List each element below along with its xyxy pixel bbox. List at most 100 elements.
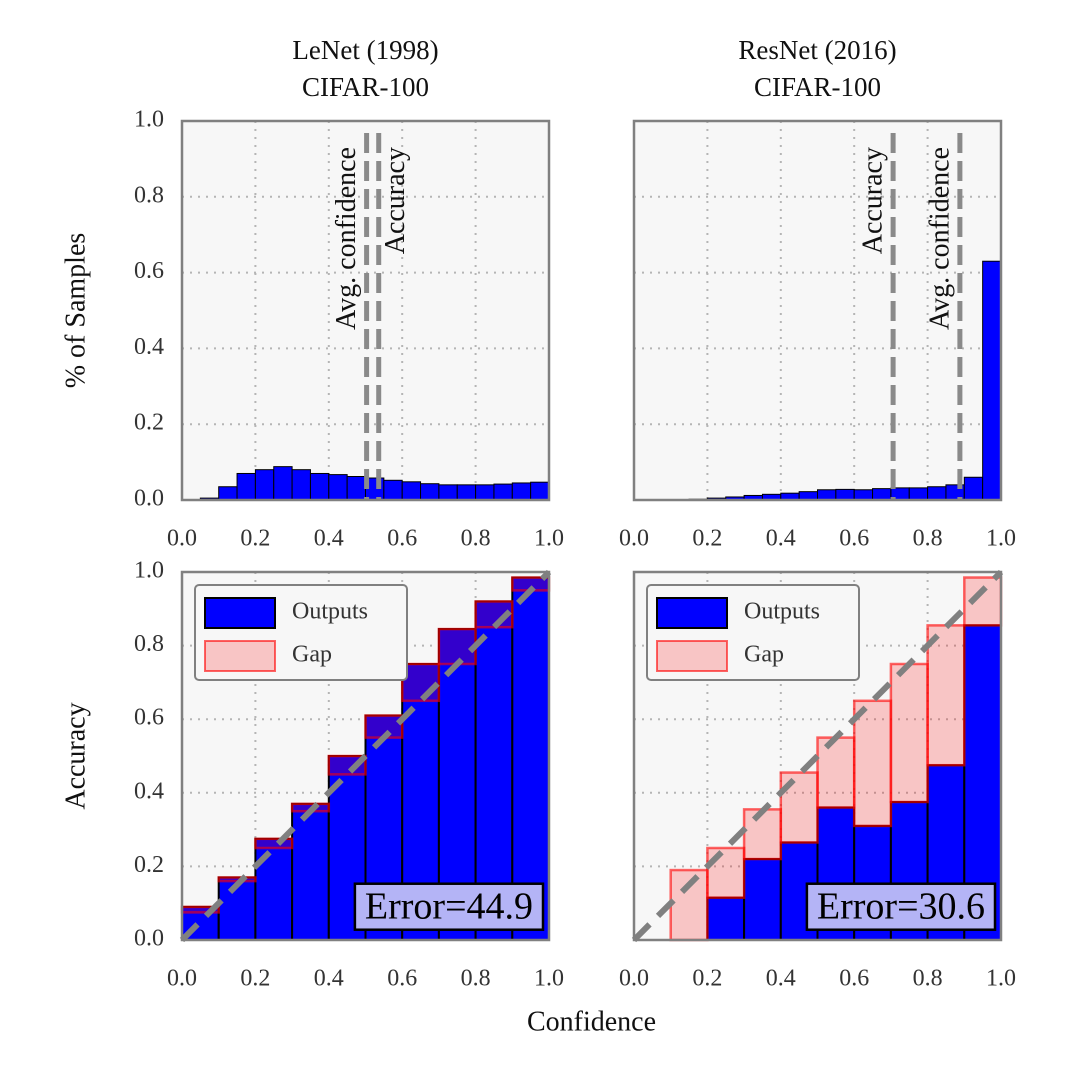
bar (254, 469, 275, 501)
y-tick-label: 0.8 (134, 631, 164, 657)
y-tick-label: 0.4 (134, 778, 164, 804)
bar (743, 858, 782, 941)
bar (438, 484, 458, 501)
legend-swatch (204, 640, 276, 672)
legend-swatch (656, 640, 728, 672)
x-tick-label: 0.8 (461, 526, 491, 552)
bar (475, 484, 495, 501)
x-tick-label: 0.2 (692, 966, 722, 992)
y-tick-label: 0.6 (134, 705, 164, 731)
gap-bar (926, 624, 966, 767)
x-tick-label: 0.6 (839, 966, 869, 992)
x-tick-label: 0.0 (619, 526, 649, 552)
bar (328, 474, 348, 501)
legend: Outputs Gap (646, 584, 860, 681)
x-tick-label: 0.2 (240, 966, 270, 992)
panel: 0.0 0.2 0.4 0.6 0.8 1.0 0.0 0.2 0.4 0.6 0.8 1.0 Avg.… (60, 35, 564, 551)
bar (236, 472, 256, 501)
plot-frame (180, 119, 551, 502)
legend-swatch (204, 597, 276, 629)
bar (383, 479, 403, 501)
y-axis-label: Accuracy (60, 702, 91, 809)
plot-frame (632, 570, 1003, 942)
x-tick-label: 0.6 (387, 526, 417, 552)
y-tick-label: 0.4 (134, 334, 164, 360)
y-axis-label: % of Samples (60, 233, 91, 389)
legend-swatch (656, 597, 728, 629)
chart-subtitle: CIFAR-100 (754, 72, 881, 102)
annotation-box (805, 882, 997, 931)
x-tick-label: 1.0 (986, 966, 1016, 992)
bar (835, 488, 855, 501)
bar (309, 472, 330, 501)
bar (908, 487, 929, 501)
panel: 0.0 0.2 0.4 0.6 0.8 1.0 Accuracy Avg. confidenc… (619, 35, 1016, 551)
bar (254, 837, 294, 941)
x-axis-label: Confidence (527, 1006, 656, 1037)
panel: 0.0 0.2 0.4 0.6 0.8 1.0 Outputs Gap Error=30.6 (619, 569, 1016, 992)
bar (706, 896, 746, 941)
chart-title: ResNet (2016) (738, 35, 896, 65)
bar (511, 482, 532, 501)
x-tick-label: 0.0 (167, 966, 197, 992)
gap-bar (706, 846, 746, 899)
x-tick-label: 1.0 (534, 526, 564, 552)
reference-label: Avg. confidence (924, 147, 955, 330)
bar (798, 491, 819, 501)
y-tick-label: 1.0 (134, 558, 164, 584)
bar (872, 488, 892, 501)
x-tick-label: 0.8 (461, 966, 491, 992)
y-tick-label: 1.0 (134, 107, 164, 133)
y-tick-label: 0.2 (134, 852, 164, 878)
gap-bar (963, 576, 1003, 627)
x-tick-label: 0.4 (766, 526, 796, 552)
x-tick-label: 0.8 (913, 966, 943, 992)
x-tick-label: 0.2 (240, 526, 270, 552)
gap-bar (437, 627, 477, 666)
reference-label: Accuracy (858, 147, 889, 254)
plot-frame (632, 119, 1003, 502)
bar (982, 260, 1002, 501)
bar (456, 484, 477, 501)
bar (530, 481, 550, 501)
gap-bar (400, 662, 441, 703)
reference-line (631, 569, 1004, 943)
reference-label: Avg. confidence (331, 147, 362, 330)
bar (291, 469, 311, 501)
gap-bar (327, 754, 367, 776)
bar (218, 486, 238, 501)
y-tick-label: 0.8 (134, 182, 164, 208)
legend-label: Gap (292, 642, 332, 668)
gap-bar (742, 808, 783, 861)
plot-background (634, 121, 1001, 500)
plot-frame (180, 570, 551, 942)
y-tick-label: 0.2 (134, 410, 164, 436)
y-tick-label: 0.0 (134, 486, 164, 512)
bar (346, 476, 366, 501)
bar (817, 489, 837, 501)
x-tick-label: 0.2 (692, 526, 722, 552)
chart-title: LeNet (1998) (292, 35, 438, 65)
gap-bar (889, 662, 929, 804)
legend-label: Outputs (744, 599, 820, 625)
y-tick-label: 0.0 (134, 926, 164, 952)
x-tick-label: 0.0 (619, 966, 649, 992)
x-tick-label: 0.0 (167, 526, 197, 552)
x-tick-label: 0.4 (314, 526, 344, 552)
bar (493, 483, 513, 501)
bar (273, 466, 293, 501)
x-tick-label: 0.4 (766, 966, 796, 992)
x-tick-label: 0.6 (387, 966, 417, 992)
bar (291, 802, 330, 942)
reference-line (179, 569, 552, 943)
x-tick-label: 0.6 (839, 526, 869, 552)
x-tick-label: 0.8 (913, 526, 943, 552)
gap-bar (254, 837, 294, 850)
bar (401, 481, 422, 501)
x-tick-label: 0.4 (314, 966, 344, 992)
annotation: Error=30.6 (817, 886, 985, 928)
gap-bar (852, 699, 893, 828)
y-tick-label: 0.6 (134, 258, 164, 284)
bar (853, 489, 874, 501)
